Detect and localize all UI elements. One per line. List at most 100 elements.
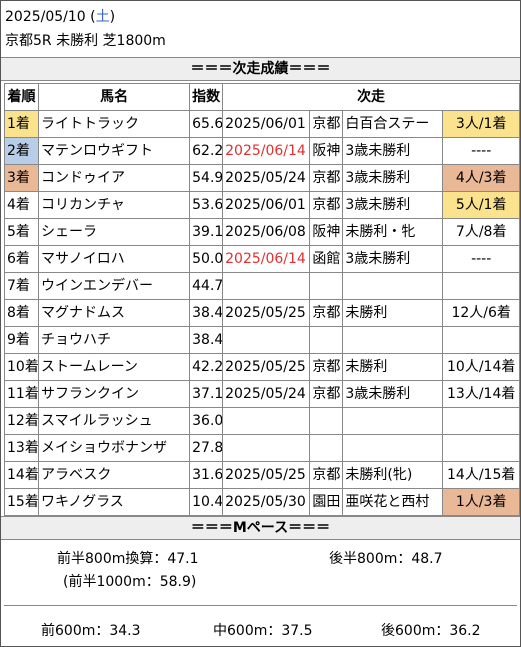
- next-date-cell: 2025/05/25: [222, 299, 311, 327]
- index-cell: 39.1: [189, 218, 224, 246]
- next-race-cell: 未勝利(牝): [342, 461, 444, 489]
- next-course-cell: [309, 407, 344, 435]
- pace-first-800: 前半800m換算：47.1: [57, 551, 199, 567]
- table-row: 4着 コリカンチャ 53.6 2025/06/01 京都 3歳未勝利 5人/1着: [3, 191, 520, 219]
- next-result-cell: [442, 407, 520, 435]
- rank-cell: 11着: [3, 380, 40, 408]
- index-cell: 36.0: [189, 407, 224, 435]
- horse-name-cell: スマイルラッシュ: [38, 407, 191, 435]
- next-race-cell: [342, 272, 444, 300]
- next-course-cell: 阪神: [309, 218, 344, 246]
- next-result-cell: 3人/1着: [442, 110, 520, 138]
- table-row: 14着 アラベスク 31.6 2025/05/25 京都 未勝利(牝) 14人/15着: [3, 461, 520, 489]
- horse-name-cell: マサノイロハ: [38, 245, 191, 273]
- rank-cell: 6着: [3, 245, 40, 273]
- pace-divider: [4, 605, 517, 606]
- next-course-cell: [309, 272, 344, 300]
- index-cell: 27.8: [189, 434, 224, 462]
- next-result-cell: [442, 272, 520, 300]
- next-result-cell: [442, 326, 520, 354]
- next-race-cell: 3歳未勝利: [342, 380, 444, 408]
- pace-first-1000: (前半1000m：58.9): [63, 574, 197, 590]
- rank-cell: 2着: [3, 137, 40, 165]
- table-row: 1着 ライトトラック 65.6 2025/06/01 京都 白百合ステー 3人/1着: [3, 110, 520, 138]
- next-result-cell: 7人/8着: [442, 218, 520, 246]
- next-course-cell: 京都: [309, 299, 344, 327]
- table-row: 7着 ウインエンデバー 44.7: [3, 272, 520, 300]
- next-date-cell: 2025/05/25: [222, 461, 311, 489]
- rank-cell: 9着: [3, 326, 40, 354]
- horse-name-cell: ワキノグラス: [38, 488, 191, 516]
- col-header-index: 指数: [189, 83, 224, 111]
- horse-name-cell: ライトトラック: [38, 110, 191, 138]
- table-row: 12着 スマイルラッシュ 36.0: [3, 407, 520, 435]
- next-result-cell: ----: [442, 137, 520, 165]
- next-race-cell: [342, 434, 444, 462]
- rank-cell: 12着: [3, 407, 40, 435]
- next-date-cell: 2025/06/08: [222, 218, 311, 246]
- next-results-header: ＝＝＝次走成績＝＝＝: [1, 57, 520, 81]
- rank-cell: 5着: [3, 218, 40, 246]
- rank-cell: 10着: [3, 353, 40, 381]
- next-result-cell: 12人/6着: [442, 299, 520, 327]
- pace-last-600: 後600m：36.2: [381, 623, 481, 639]
- index-cell: 42.2: [189, 353, 224, 381]
- index-cell: 38.4: [189, 299, 224, 327]
- next-race-cell: 3歳未勝利: [342, 245, 444, 273]
- index-cell: 65.6: [189, 110, 224, 138]
- next-date-cell: 2025/05/24: [222, 164, 311, 192]
- next-race-cell: [342, 407, 444, 435]
- index-cell: 31.6: [189, 461, 224, 489]
- next-result-cell: 10人/14着: [442, 353, 520, 381]
- horse-name-cell: マグナドムス: [38, 299, 191, 327]
- next-result-cell: 14人/15着: [442, 461, 520, 489]
- index-cell: 38.4: [189, 326, 224, 354]
- index-cell: 10.4: [189, 488, 224, 516]
- rank-cell: 14着: [3, 461, 40, 489]
- race-date-line: 2025/05/10 (土): [5, 9, 116, 25]
- next-date-cell: 2025/06/14: [222, 245, 311, 273]
- next-result-cell: ----: [442, 245, 520, 273]
- next-course-cell: 函館: [309, 245, 344, 273]
- next-race-cell: 亜咲花と西村: [342, 488, 444, 516]
- rank-cell: 7着: [3, 272, 40, 300]
- results-body: 1着 ライトトラック 65.6 2025/06/01 京都 白百合ステー 3人/1着 2着 マテ…: [3, 110, 520, 516]
- next-race-cell: 白百合ステー: [342, 110, 444, 138]
- index-cell: 50.0: [189, 245, 224, 273]
- table-row: 9着 チョウハチ 38.4: [3, 326, 520, 354]
- next-course-cell: 阪神: [309, 137, 344, 165]
- table-header-row: 着順 馬名 指数 次走: [3, 83, 520, 111]
- index-cell: 44.7: [189, 272, 224, 300]
- table-row: 15着 ワキノグラス 10.4 2025/05/30 園田 亜咲花と西村 1人/3着: [3, 488, 520, 516]
- next-date-cell: [222, 407, 311, 435]
- col-header-next: 次走: [222, 83, 520, 111]
- table-row: 10着 ストームレーン 42.2 2025/05/25 京都 未勝利 10人/14着: [3, 353, 520, 381]
- next-result-cell: 13人/14着: [442, 380, 520, 408]
- rank-cell: 13着: [3, 434, 40, 462]
- pace-last-800: 後半800m：48.7: [329, 551, 443, 567]
- horse-name-cell: シェーラ: [38, 218, 191, 246]
- next-result-cell: 4人/3着: [442, 164, 520, 192]
- rank-cell: 4着: [3, 191, 40, 219]
- rank-cell: 8着: [3, 299, 40, 327]
- next-race-cell: 3歳未勝利: [342, 164, 444, 192]
- next-result-cell: 1人/3着: [442, 488, 520, 516]
- rank-cell: 15着: [3, 488, 40, 516]
- next-course-cell: 園田: [309, 488, 344, 516]
- race-date: 2025/05/10: [5, 9, 86, 25]
- next-course-cell: 京都: [309, 380, 344, 408]
- horse-name-cell: コンドゥイア: [38, 164, 191, 192]
- table-row: 8着 マグナドムス 38.4 2025/05/25 京都 未勝利 12人/6着: [3, 299, 520, 327]
- pace-mid-600: 中600m：37.5: [213, 623, 313, 639]
- next-race-cell: [342, 326, 444, 354]
- pace-first-600: 前600m：34.3: [41, 623, 141, 639]
- next-course-cell: 京都: [309, 353, 344, 381]
- horse-name-cell: コリカンチャ: [38, 191, 191, 219]
- table-row: 13着 メイショウボナンザ 27.8: [3, 434, 520, 462]
- col-header-horse: 馬名: [38, 83, 191, 111]
- next-date-cell: 2025/06/01: [222, 110, 311, 138]
- next-date-cell: [222, 434, 311, 462]
- next-date-cell: 2025/05/25: [222, 353, 311, 381]
- next-date-cell: [222, 326, 311, 354]
